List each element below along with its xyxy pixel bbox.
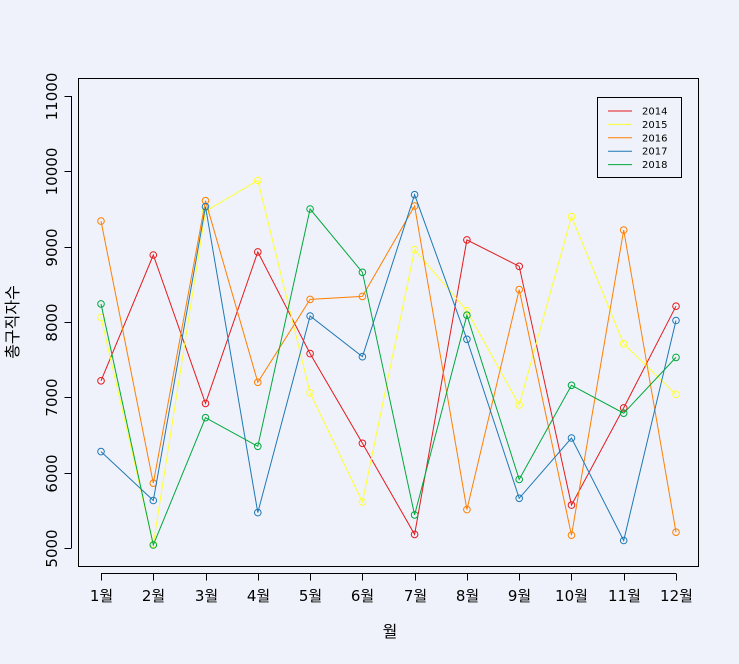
data-point bbox=[149, 541, 158, 549]
series-line bbox=[100, 179, 677, 545]
data-point bbox=[201, 399, 210, 408]
legend-label: 2018 bbox=[642, 160, 667, 171]
x-tick-label: 10월 bbox=[555, 587, 588, 605]
data-point bbox=[672, 302, 680, 311]
data-point bbox=[515, 262, 524, 271]
legend: 2014 2015 2016 2017 2018 bbox=[597, 97, 682, 178]
data-point bbox=[149, 251, 158, 259]
data-point bbox=[463, 505, 471, 514]
y-tick-label: 9000 bbox=[43, 228, 61, 266]
data-point bbox=[253, 508, 262, 517]
data-point bbox=[201, 196, 210, 205]
data-point bbox=[306, 349, 314, 358]
data-point bbox=[619, 404, 628, 412]
data-point bbox=[463, 311, 471, 320]
data-point bbox=[567, 501, 576, 509]
data-point bbox=[463, 335, 471, 344]
x-tick-label: 8월 bbox=[456, 587, 479, 605]
y-tick-label: 6000 bbox=[43, 454, 61, 492]
series-2018 bbox=[97, 205, 680, 549]
y-tick-label: 5000 bbox=[43, 529, 61, 567]
data-point bbox=[97, 447, 105, 456]
data-point bbox=[567, 531, 576, 540]
x-tick-label: 12월 bbox=[660, 587, 693, 605]
data-point bbox=[201, 202, 210, 211]
data-point bbox=[97, 300, 105, 308]
data-point bbox=[410, 245, 419, 254]
plot-frame bbox=[78, 78, 699, 567]
data-point bbox=[358, 439, 367, 448]
x-tick-label: 6월 bbox=[351, 587, 374, 605]
data-point bbox=[515, 475, 524, 484]
data-point bbox=[410, 190, 419, 199]
data-point bbox=[567, 434, 576, 442]
x-tick-label: 1월 bbox=[90, 587, 113, 605]
y-axis: 5000 6000 7000 8000 9000 10000 11000 bbox=[43, 73, 72, 568]
data-point bbox=[253, 442, 262, 451]
data-point bbox=[97, 217, 105, 225]
y-tick-label: 7000 bbox=[43, 378, 61, 416]
x-tick-label: 3월 bbox=[195, 587, 218, 605]
data-point bbox=[567, 381, 576, 390]
x-tick-label: 5월 bbox=[299, 587, 322, 605]
data-point bbox=[306, 312, 314, 320]
x-tick-label: 2월 bbox=[142, 587, 165, 605]
data-point bbox=[253, 248, 262, 256]
data-point bbox=[410, 511, 419, 519]
x-tick-label: 11월 bbox=[608, 587, 641, 605]
data-point bbox=[672, 316, 680, 325]
data-point bbox=[97, 377, 105, 385]
data-point bbox=[463, 236, 471, 244]
series-2014 bbox=[97, 236, 680, 539]
data-point bbox=[619, 409, 628, 418]
series-layer bbox=[97, 176, 680, 549]
series-2015 bbox=[97, 176, 680, 549]
y-tick-label: 8000 bbox=[43, 303, 61, 341]
x-tick-label: 4월 bbox=[247, 587, 270, 605]
series-line bbox=[100, 207, 677, 547]
x-axis-title: 월 bbox=[383, 622, 398, 641]
y-axis-title: 총구직자수 bbox=[3, 285, 22, 359]
data-point bbox=[306, 205, 314, 213]
data-point bbox=[201, 413, 210, 422]
data-point bbox=[253, 176, 262, 185]
data-point bbox=[253, 378, 262, 387]
x-axis: 1월 2월 3월 4월 5월 6월 7월 8월 9월 10월 11월 12월 bbox=[90, 573, 693, 605]
series-line bbox=[100, 239, 677, 536]
data-point bbox=[358, 292, 367, 301]
legend-label: 2014 bbox=[642, 107, 667, 118]
legend-label: 2017 bbox=[642, 147, 667, 158]
data-point bbox=[619, 340, 628, 348]
series-line bbox=[100, 200, 677, 536]
data-point bbox=[567, 212, 576, 221]
data-point bbox=[306, 295, 314, 304]
data-point bbox=[410, 530, 419, 539]
data-point bbox=[358, 268, 367, 277]
series-2016 bbox=[97, 196, 680, 540]
legend-label: 2015 bbox=[642, 120, 667, 131]
data-point bbox=[358, 352, 367, 361]
data-point bbox=[515, 285, 524, 294]
y-tick-label: 10000 bbox=[43, 148, 61, 196]
x-tick-label: 7월 bbox=[404, 587, 427, 605]
legend-label: 2016 bbox=[642, 133, 667, 144]
series-2017 bbox=[97, 190, 680, 545]
data-point bbox=[515, 494, 524, 503]
series-line bbox=[100, 193, 677, 542]
y-tick-label: 11000 bbox=[43, 73, 61, 121]
data-point bbox=[619, 226, 628, 234]
data-point bbox=[306, 389, 314, 397]
data-point bbox=[515, 401, 524, 409]
data-point bbox=[672, 528, 680, 537]
data-point bbox=[358, 498, 367, 506]
data-point bbox=[672, 353, 680, 362]
data-point bbox=[149, 496, 158, 505]
data-point bbox=[672, 390, 680, 399]
x-tick-label: 9월 bbox=[508, 587, 531, 605]
data-point bbox=[619, 536, 628, 545]
